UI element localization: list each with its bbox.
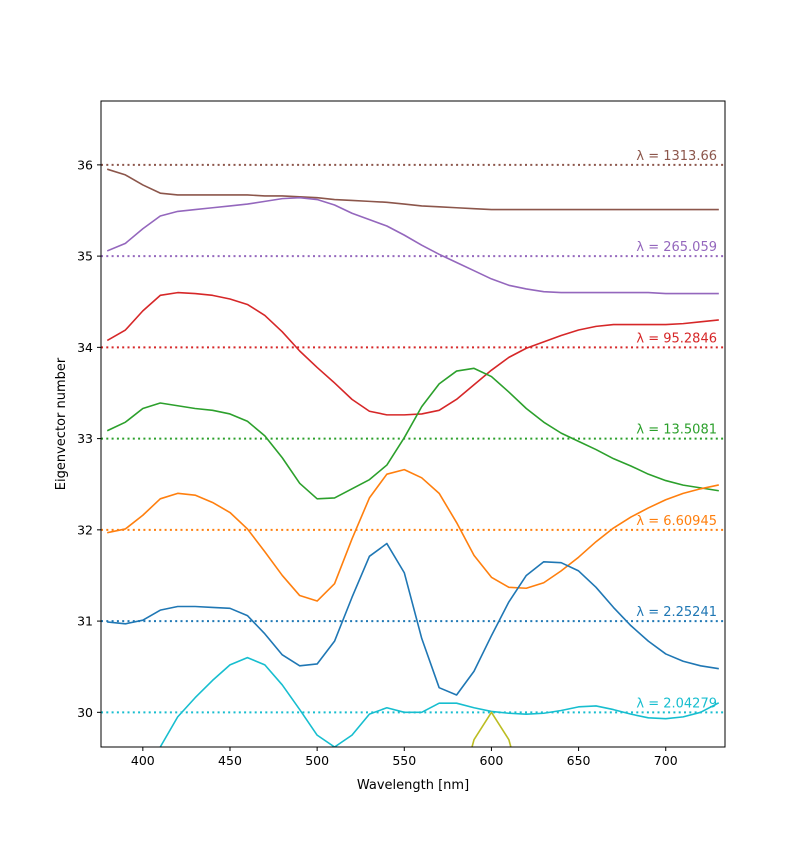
lambda-label: λ = 2.04279	[636, 696, 717, 711]
x-tick-label: 700	[654, 753, 678, 768]
lambda-label: λ = 265.059	[636, 240, 717, 255]
series-line	[159, 656, 720, 747]
x-tick-label: 500	[305, 753, 329, 768]
y-tick-label: 30	[77, 705, 93, 720]
lambda-label: λ = 13.5081	[636, 423, 717, 438]
series-line	[107, 542, 719, 696]
series-line	[106, 168, 719, 211]
x-tick-label: 450	[218, 753, 242, 768]
series-line	[107, 468, 719, 602]
x-axis-title: Wavelength [nm]	[357, 778, 469, 793]
y-tick-label: 32	[77, 522, 93, 537]
series-line	[106, 291, 719, 416]
y-tick-label: 31	[77, 614, 93, 629]
y-tick-label: 35	[77, 249, 93, 264]
y-tick-label: 36	[77, 157, 93, 172]
series-line	[106, 367, 719, 500]
lambda-label: λ = 1313.66	[636, 149, 717, 164]
lambda-label: λ = 95.2846	[636, 331, 717, 346]
plot-background	[101, 101, 725, 747]
x-tick-label: 400	[131, 753, 155, 768]
x-tick-label: 550	[392, 753, 416, 768]
x-tick-label: 650	[567, 753, 591, 768]
x-tick-label: 600	[480, 753, 504, 768]
lambda-label: λ = 2.25241	[636, 605, 717, 620]
series-line	[106, 196, 719, 295]
y-tick-label: 33	[77, 431, 93, 446]
plot-frame	[100, 100, 726, 748]
y-axis-title: Eigenvector number	[54, 357, 69, 490]
y-tick-label: 34	[77, 340, 93, 355]
lambda-label: λ = 6.60945	[636, 514, 717, 529]
